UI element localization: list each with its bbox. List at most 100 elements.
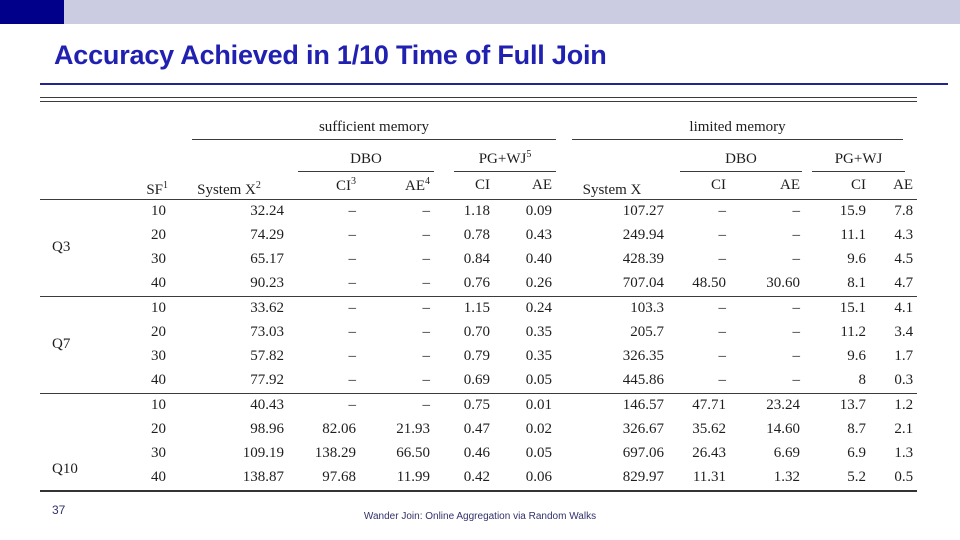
results-table: SF1 sufficient memory limited memory Sys… [40, 100, 918, 492]
table-row: 20 98.96 82.06 21.93 0.47 0.02 326.67 35.62 14.6… [40, 418, 917, 442]
table-cell: 0.78 [463, 227, 490, 243]
col-ci-pgwj-sufficient: CI [434, 172, 494, 200]
table-cell: 10 [151, 203, 166, 219]
table-cell: – [348, 251, 357, 267]
col-ae-pgwj-limited: AE [870, 172, 917, 200]
table-cell: 15.9 [839, 203, 867, 219]
table-cell: 14.60 [766, 421, 801, 437]
limited-memory-label: limited memory [689, 118, 786, 135]
table-row: Q10 10 40.43 – – 0.75 0.01 146.57 47.71 23.24 13.… [40, 393, 917, 477]
table-cell: 3.4 [894, 324, 914, 340]
table-cell: 98.96 [250, 421, 284, 437]
table-cell: – [792, 227, 801, 243]
dbo-limited-label: DBO [725, 150, 757, 167]
table-cell: – [348, 348, 357, 364]
table-row: 20 73.03 – – 0.70 0.35 205.7 – – 11.2 3.4 [40, 321, 917, 345]
table-cell: 0.76 [463, 275, 490, 291]
table-cell: – [422, 251, 431, 267]
col-group-pgwj-sufficient: PG+WJ5 [434, 140, 557, 172]
col-ae-dbo-sufficient: AE4 [360, 172, 434, 200]
table-cell: 9.6 [847, 251, 867, 267]
table-cell: 0.01 [525, 397, 553, 413]
footnote-marker-1: 1 [163, 179, 168, 191]
table-cell: 11.99 [396, 469, 430, 485]
table-cell: 97.68 [322, 469, 356, 485]
table-cell: – [718, 300, 727, 316]
col-group-dbo-limited: DBO [668, 140, 804, 172]
table-cell: 0.05 [525, 445, 553, 461]
table-cell: 1.18 [463, 203, 490, 219]
table-cell: 10 [151, 397, 166, 413]
table-cell: 205.7 [630, 324, 665, 340]
table-cell: – [718, 372, 727, 388]
table-cell: 0.84 [463, 251, 490, 267]
dbo-sufficient-label: DBO [350, 150, 382, 167]
col-ci-dbo-sufficient: CI3 [288, 172, 360, 200]
pgwj-limited-label: PG+WJ [834, 150, 883, 167]
table-cell: 30 [151, 348, 166, 364]
table-cell: – [348, 324, 357, 340]
table-cell: 1.15 [463, 300, 490, 316]
table-cell: 57.82 [250, 348, 284, 364]
col-sf: SF1 [98, 101, 170, 199]
table-cell: – [348, 275, 357, 291]
table-cell: 82.06 [322, 421, 356, 437]
table-cell: – [348, 227, 357, 243]
table-cell: – [718, 251, 727, 267]
table-cell: 48.50 [692, 275, 727, 291]
col-group-pgwj-limited: PG+WJ [804, 140, 917, 172]
header-accent-square [0, 0, 64, 24]
slide-page-number: 37 [52, 503, 66, 517]
footnote-marker-2: 2 [255, 179, 261, 191]
table-cell: 47.71 [692, 397, 727, 413]
table-cell: – [718, 203, 727, 219]
table-cell: 0.47 [463, 421, 490, 437]
table-cell: – [792, 348, 801, 364]
table-row: 40 138.87 97.68 11.99 0.42 0.06 829.97 11.31 1.3… [40, 466, 917, 491]
group-q3: Q3 10 32.24 – – 1.18 0.09 107.27 – – 15.9 7.8 20 74… [40, 199, 917, 296]
table-cell: 0.02 [525, 421, 553, 437]
table-cell: 697.06 [622, 445, 665, 461]
table-cell: – [792, 324, 801, 340]
table-cell: – [792, 372, 801, 388]
table-cell: – [792, 300, 801, 316]
col-sf-label: SF [146, 181, 163, 198]
table-cell: – [792, 251, 801, 267]
table-cell: 30.60 [766, 275, 801, 291]
table-cell: – [422, 324, 431, 340]
table-cell: 0.05 [525, 372, 553, 388]
ci-label: CI [336, 177, 351, 194]
table-cell: 15.1 [839, 300, 867, 316]
ci-label: CI [711, 176, 727, 193]
ae-label: AE [893, 176, 914, 193]
sufficient-memory-label: sufficient memory [318, 118, 430, 135]
table-cell: 13.7 [839, 397, 867, 413]
table-cell: 0.43 [525, 227, 553, 243]
table-cell: 6.69 [773, 445, 801, 461]
table-cell: 0.79 [463, 348, 490, 364]
col-group-sufficient-memory: sufficient memory [170, 101, 557, 140]
table-cell: 1.7 [894, 348, 914, 364]
table-cell: 35.62 [692, 421, 727, 437]
table-cell: – [348, 372, 357, 388]
table-cell: 0.42 [463, 469, 490, 485]
col-ae-pgwj-sufficient: AE [494, 172, 556, 200]
table-row: 40 77.92 – – 0.69 0.05 445.86 – – 8 0.3 [40, 369, 917, 394]
footnote-marker-5: 5 [526, 148, 532, 160]
table-cell: 4.7 [894, 275, 914, 291]
col-group-limited-memory: limited memory [556, 101, 917, 140]
table-cell: 445.86 [622, 372, 665, 388]
table-cell: 0.09 [525, 203, 553, 219]
ae-label: AE [405, 177, 425, 194]
group-label-q7: Q7 [52, 336, 71, 352]
table-row: Q3 10 32.24 – – 1.18 0.09 107.27 – – 15.9 7.8 [40, 199, 917, 255]
table-cell: 8.7 [847, 421, 867, 437]
header-bar [0, 0, 960, 24]
table-cell: 428.39 [622, 251, 665, 267]
table-cell: 0.75 [463, 397, 490, 413]
table-cell: 0.46 [463, 445, 490, 461]
table-cell: 4.3 [894, 227, 914, 243]
ae-label: AE [532, 176, 553, 193]
footer-title: Wander Join: Online Aggregation via Rand… [363, 511, 597, 522]
